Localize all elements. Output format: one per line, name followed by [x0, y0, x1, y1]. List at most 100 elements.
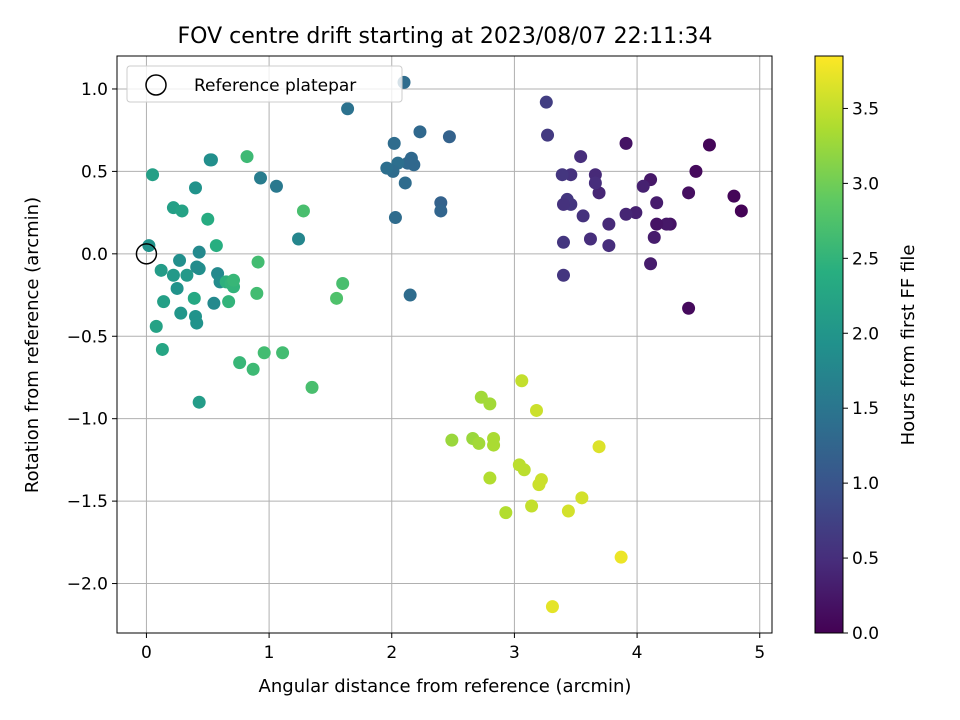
- data-point-52: [292, 232, 306, 246]
- data-point-105: [499, 506, 513, 520]
- colorbar-tick-label-5: 2.5: [852, 249, 879, 269]
- x-tick-label-2: 2: [386, 643, 397, 663]
- colorbar: 0.0 0.5 1.0 1.5 2.0 2.5 3.0 3.5 Hours from firs…: [814, 55, 919, 644]
- data-point-4: [682, 186, 696, 200]
- data-point-95: [330, 291, 344, 305]
- data-point-108: [515, 374, 529, 388]
- y-tick-label-2: −1.0: [67, 410, 108, 430]
- data-point-21: [588, 176, 602, 190]
- data-point-23: [576, 209, 590, 223]
- colorbar-tick-label-1: 0.5: [852, 549, 879, 569]
- data-point-74: [146, 168, 160, 182]
- data-point-5: [682, 301, 696, 315]
- data-point-117: [614, 550, 628, 564]
- legend-reference-marker: [145, 74, 167, 96]
- data-point-66: [190, 316, 204, 330]
- data-point-13: [636, 179, 650, 193]
- data-point-91: [257, 346, 271, 360]
- colorbar-tick-label-6: 3.0: [852, 174, 879, 194]
- data-point-56: [192, 245, 206, 259]
- data-point-51: [254, 171, 268, 185]
- data-point-18: [602, 239, 616, 253]
- data-point-33: [539, 95, 553, 109]
- data-point-30: [556, 268, 570, 282]
- data-point-76: [175, 204, 189, 218]
- y-ticks: −2.0 −1.5 −1.0 −0.5 0.0 0.5 1.0: [67, 80, 117, 595]
- x-tick-label-4: 4: [632, 643, 643, 663]
- data-point-107: [517, 463, 531, 477]
- data-point-57: [207, 296, 221, 310]
- data-point-9: [650, 196, 664, 210]
- y-tick-label-1: −1.5: [67, 492, 108, 512]
- data-point-36: [434, 204, 448, 218]
- y-tick-label-4: 0.0: [81, 245, 108, 265]
- colorbar-tick-label-0: 0.0: [852, 624, 879, 644]
- data-point-8: [650, 217, 664, 231]
- data-point-93: [296, 204, 310, 218]
- data-point-50: [269, 179, 283, 193]
- chart-title: FOV centre drift starting at 2023/08/07 …: [178, 24, 713, 49]
- data-point-61: [190, 260, 204, 274]
- data-point-37: [413, 125, 427, 139]
- reference-marker: [135, 243, 158, 265]
- data-point-32: [541, 128, 555, 142]
- data-point-70: [157, 295, 171, 309]
- data-point-109: [525, 499, 539, 513]
- data-point-22: [583, 232, 597, 246]
- data-point-54: [204, 153, 218, 167]
- data-point-42: [398, 176, 412, 190]
- data-point-31: [555, 168, 569, 182]
- data-point-87: [240, 150, 254, 164]
- data-point-2: [702, 138, 716, 152]
- data-point-89: [251, 255, 265, 269]
- y-tick-label-5: 0.5: [81, 162, 108, 182]
- data-point-24: [574, 150, 588, 164]
- data-point-92: [276, 346, 290, 360]
- colorbar-gradient: [814, 55, 844, 634]
- legend: Reference platepar: [126, 65, 403, 103]
- data-point-94: [305, 380, 319, 394]
- data-point-14: [629, 206, 643, 220]
- data-point-62: [173, 253, 187, 267]
- plot-frame: [116, 55, 773, 634]
- x-axis-label: Angular distance from reference (arcmin): [259, 676, 632, 697]
- data-point-0: [734, 204, 748, 218]
- colorbar-tick-label-3: 1.5: [852, 399, 879, 419]
- data-points: [142, 75, 748, 614]
- data-point-12: [644, 257, 658, 271]
- data-point-49: [341, 102, 355, 116]
- data-point-63: [170, 281, 184, 295]
- data-point-110: [529, 403, 543, 417]
- legend-box: [126, 65, 403, 103]
- data-point-101: [483, 397, 497, 411]
- data-point-68: [166, 268, 180, 282]
- x-tick-label-3: 3: [509, 643, 520, 663]
- data-point-10: [647, 230, 661, 244]
- data-point-73: [142, 239, 156, 253]
- colorbar-label: Hours from first FF file: [898, 245, 919, 446]
- data-point-69: [154, 263, 168, 277]
- data-point-64: [174, 306, 188, 320]
- data-point-77: [192, 395, 206, 409]
- x-tick-label-5: 5: [754, 643, 765, 663]
- data-point-34: [442, 130, 456, 144]
- colorbar-tick-label-2: 1.0: [852, 474, 879, 494]
- data-point-85: [222, 295, 236, 309]
- data-point-78: [187, 291, 201, 305]
- data-point-80: [209, 239, 223, 253]
- data-point-45: [388, 211, 402, 225]
- y-tick-label-6: 1.0: [81, 80, 108, 100]
- grid-lines: [117, 56, 772, 633]
- data-point-48: [380, 161, 394, 175]
- colorbar-tick-label-4: 2.0: [852, 324, 879, 344]
- y-tick-label-0: −2.0: [67, 575, 108, 595]
- data-point-17: [602, 217, 616, 231]
- data-point-46: [387, 136, 401, 150]
- y-tick-label-3: −0.5: [67, 327, 108, 347]
- data-point-97: [445, 433, 459, 447]
- data-point-103: [487, 438, 501, 452]
- data-point-115: [575, 491, 589, 505]
- data-point-1: [727, 189, 741, 203]
- x-tick-label-1: 1: [264, 643, 275, 663]
- data-point-86: [233, 356, 247, 370]
